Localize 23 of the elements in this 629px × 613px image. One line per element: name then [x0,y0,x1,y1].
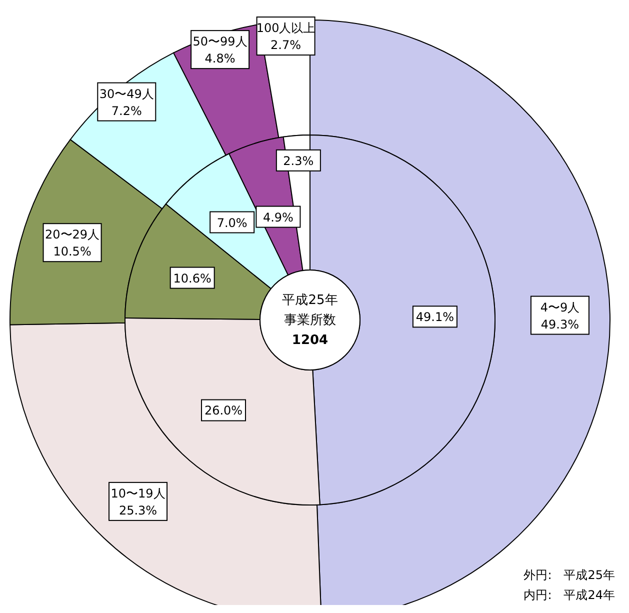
data-label: 26.0% [204,404,243,418]
data-label: 25.3% [118,503,158,518]
slice-label: 20〜29人 [45,228,100,242]
slice-label: 10〜19人 [110,486,166,500]
text: 外円: 平成25年 [524,568,615,582]
text: 内円: 平成24年 [524,588,615,602]
data-label: 10.6% [173,271,212,286]
data-label: 7.2% [111,104,142,118]
slice-label: 50〜99人 [192,34,248,49]
slice-label: 30〜49人 [99,86,154,101]
data-label: 49.1% [416,310,454,324]
data-label: 10.5% [53,244,92,259]
data-label: 2.3% [283,154,314,168]
text: 事業所数 [284,313,336,328]
text: 平成25年 [282,293,338,308]
data-label: 4.8% [204,52,236,66]
data-label: 7.0% [216,216,248,230]
text: 1204 [292,333,328,348]
slice-label: 4〜9人 [540,300,580,314]
data-label: 49.3% [540,317,580,332]
slice-label: 100人以上 [256,21,316,36]
data-label: 2.7% [270,38,302,52]
data-label: 4.9% [262,210,294,224]
